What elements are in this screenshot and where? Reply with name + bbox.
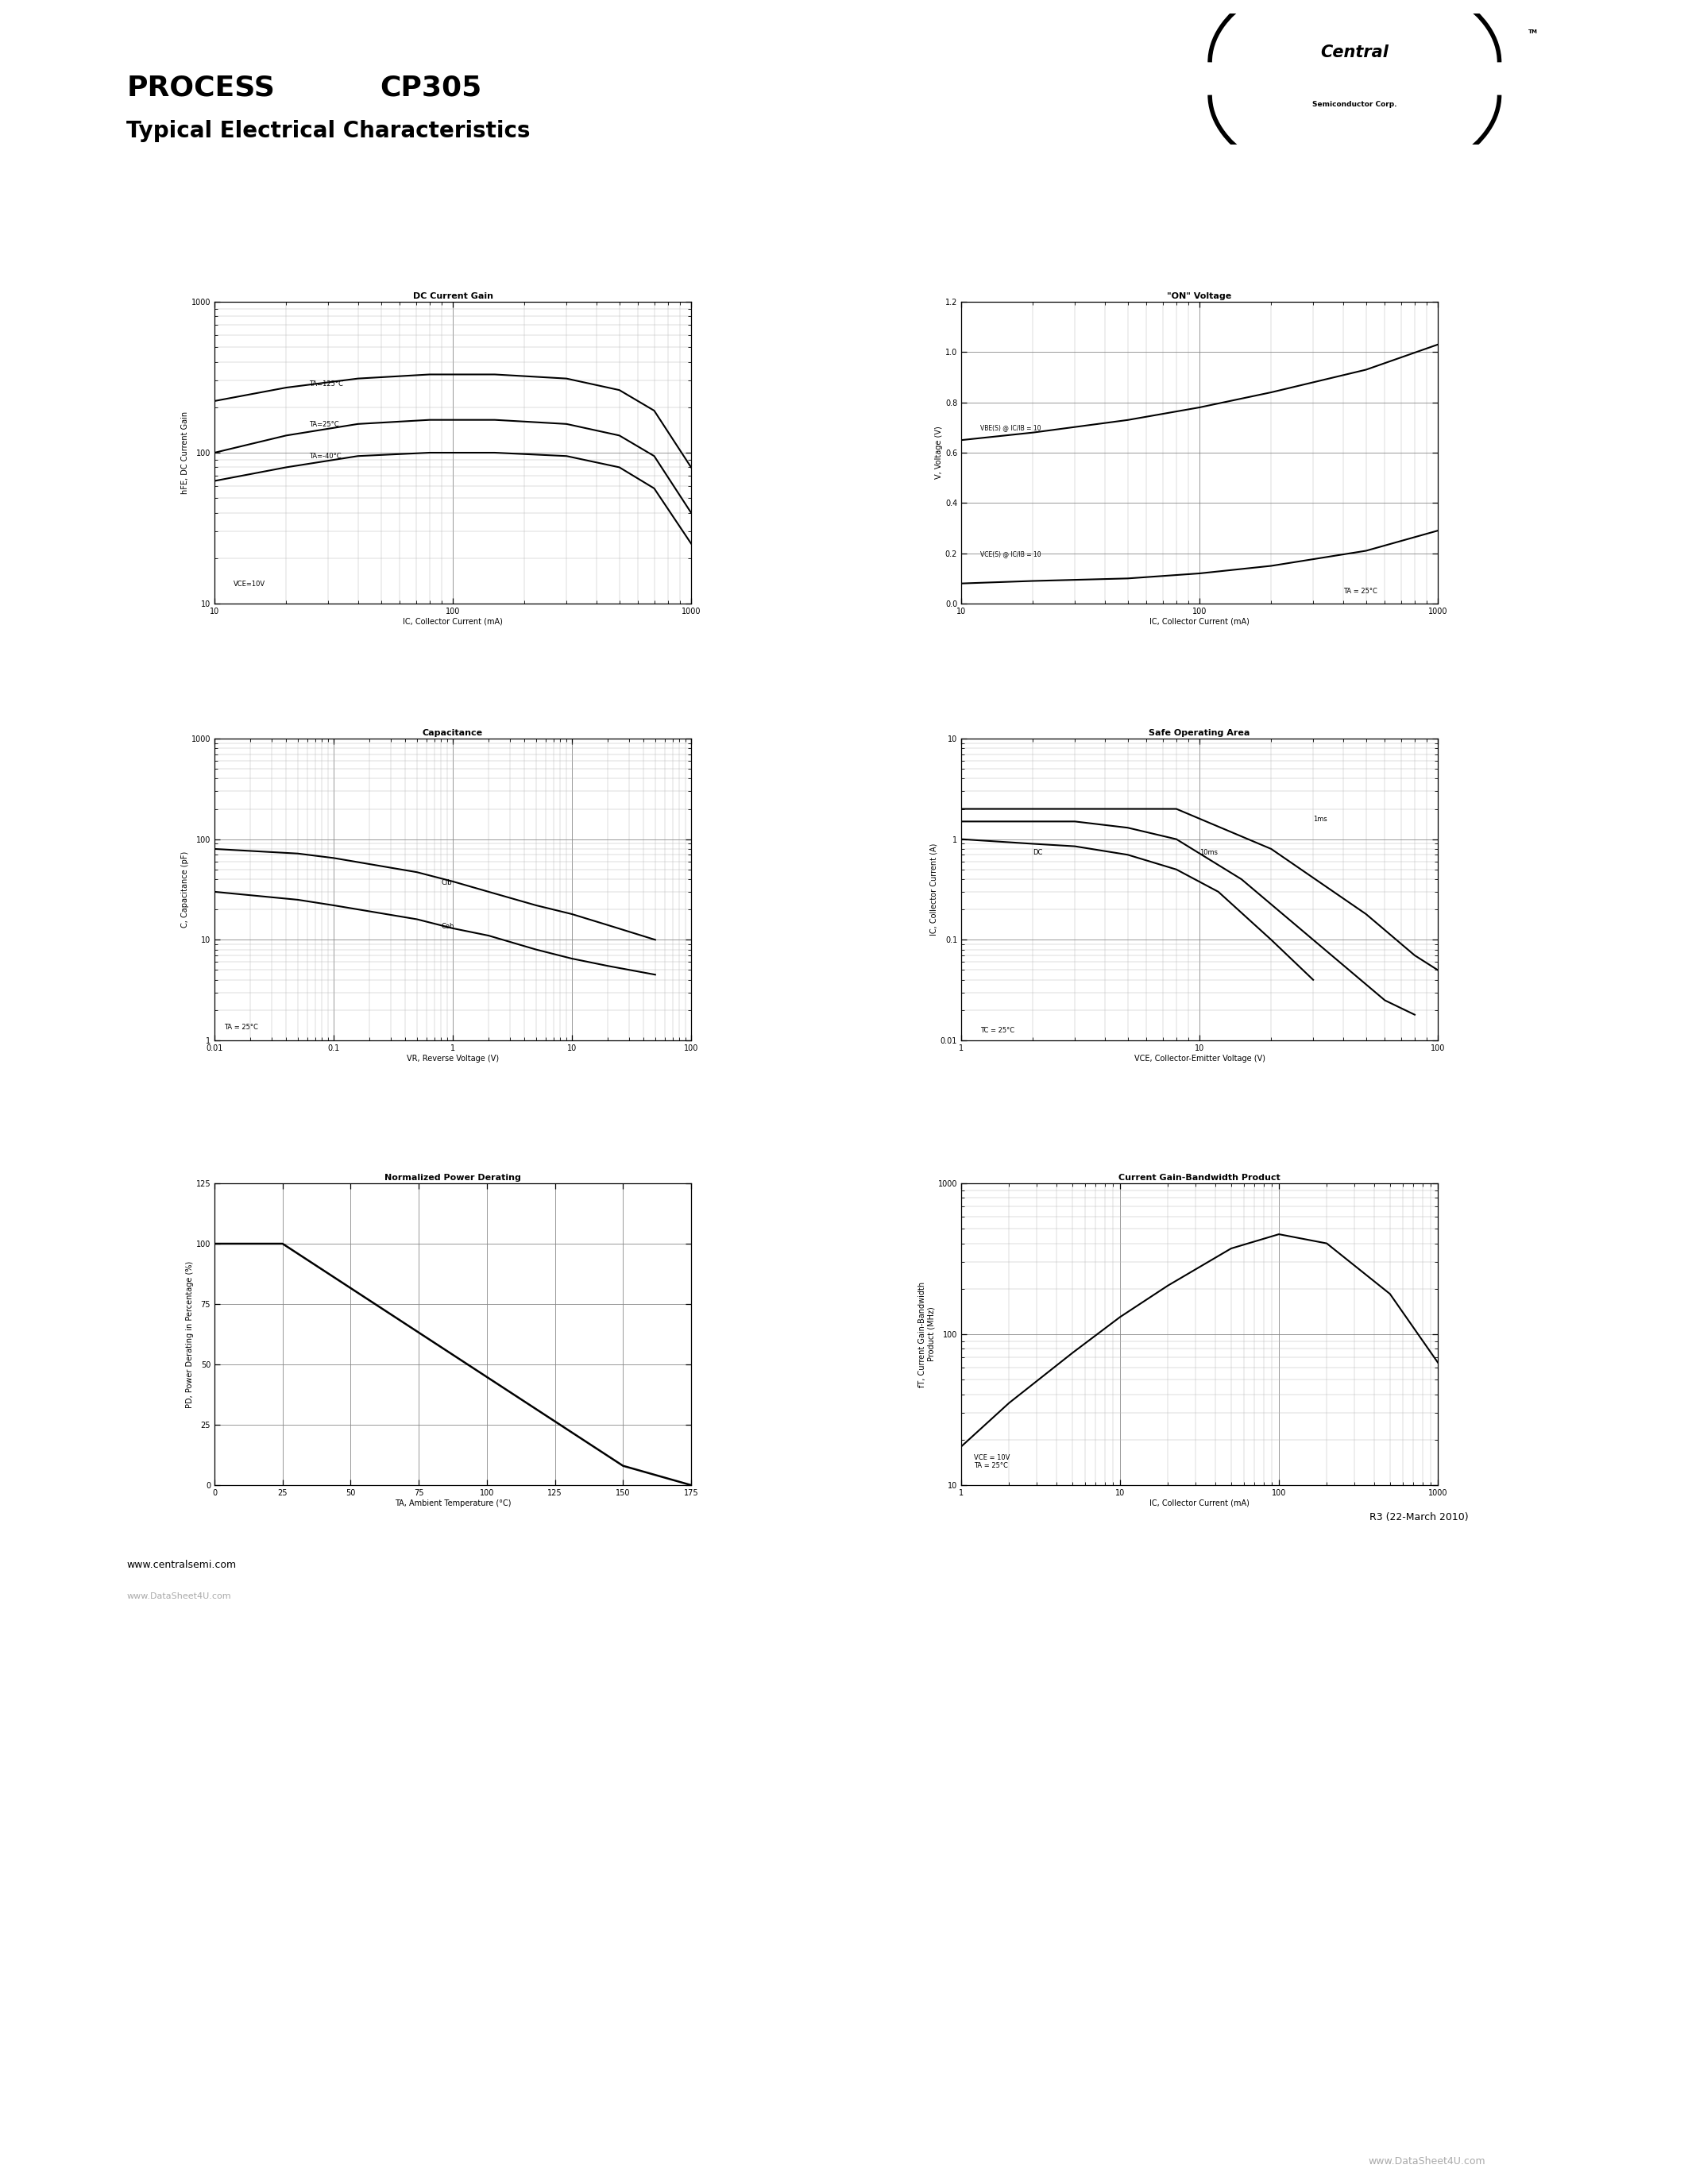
Text: www.DataSheet4U.com: www.DataSheet4U.com xyxy=(127,1592,231,1601)
Text: Typical Electrical Characteristics: Typical Electrical Characteristics xyxy=(127,120,530,142)
Text: www.centralsemi.com: www.centralsemi.com xyxy=(127,1559,236,1570)
Y-axis label: fT, Current Gain-Bandwidth
Product (MHz): fT, Current Gain-Bandwidth Product (MHz) xyxy=(918,1282,935,1387)
X-axis label: IC, Collector Current (mA): IC, Collector Current (mA) xyxy=(403,618,503,625)
Text: TA=-40°C: TA=-40°C xyxy=(309,452,341,459)
X-axis label: VR, Reverse Voltage (V): VR, Reverse Voltage (V) xyxy=(407,1055,500,1061)
Text: TA = 25°C: TA = 25°C xyxy=(225,1024,258,1031)
Y-axis label: C, Capacitance (pF): C, Capacitance (pF) xyxy=(181,852,189,928)
Y-axis label: V, Voltage (V): V, Voltage (V) xyxy=(935,426,944,478)
Title: Normalized Power Derating: Normalized Power Derating xyxy=(385,1173,522,1182)
Text: VBE(S) @ IC/IB = 10: VBE(S) @ IC/IB = 10 xyxy=(981,424,1041,432)
Text: R3 (22-March 2010): R3 (22-March 2010) xyxy=(1369,1511,1469,1522)
Y-axis label: PD, Power Derating in Percentage (%): PD, Power Derating in Percentage (%) xyxy=(186,1260,194,1409)
Text: 1ms: 1ms xyxy=(1313,817,1327,823)
Text: TC = 25°C: TC = 25°C xyxy=(981,1026,1014,1033)
Text: Cib: Cib xyxy=(441,880,452,887)
Text: VCE=10V: VCE=10V xyxy=(233,581,265,587)
Text: VCE = 10V
TA = 25°C: VCE = 10V TA = 25°C xyxy=(974,1455,1009,1470)
Text: TA=25°C: TA=25°C xyxy=(309,422,339,428)
Title: DC Current Gain: DC Current Gain xyxy=(412,293,493,299)
Y-axis label: hFE, DC Current Gain: hFE, DC Current Gain xyxy=(181,411,189,494)
Text: TM: TM xyxy=(1528,31,1538,35)
Text: PROCESS: PROCESS xyxy=(127,74,275,100)
Text: CP305: CP305 xyxy=(380,74,481,100)
Text: 10ms: 10ms xyxy=(1200,850,1217,856)
Text: VCE(S) @ IC/IB = 10: VCE(S) @ IC/IB = 10 xyxy=(981,550,1041,557)
Text: Semiconductor Corp.: Semiconductor Corp. xyxy=(1312,100,1398,109)
Title: Current Gain-Bandwidth Product: Current Gain-Bandwidth Product xyxy=(1119,1173,1281,1182)
X-axis label: TA, Ambient Temperature (°C): TA, Ambient Temperature (°C) xyxy=(395,1498,511,1507)
Text: Cob: Cob xyxy=(441,924,454,930)
Text: TA = 25°C: TA = 25°C xyxy=(1344,587,1377,594)
Text: www.DataSheet4U.com: www.DataSheet4U.com xyxy=(1369,2156,1485,2167)
Text: DC: DC xyxy=(1033,850,1043,856)
Text: Central: Central xyxy=(1320,44,1389,61)
X-axis label: VCE, Collector-Emitter Voltage (V): VCE, Collector-Emitter Voltage (V) xyxy=(1134,1055,1264,1061)
Title: Safe Operating Area: Safe Operating Area xyxy=(1150,729,1251,736)
Title: Capacitance: Capacitance xyxy=(422,729,483,736)
Y-axis label: IC, Collector Current (A): IC, Collector Current (A) xyxy=(930,843,939,935)
X-axis label: IC, Collector Current (mA): IC, Collector Current (mA) xyxy=(1150,618,1249,625)
Text: TA=125°C: TA=125°C xyxy=(309,380,343,387)
Title: "ON" Voltage: "ON" Voltage xyxy=(1166,293,1232,299)
X-axis label: IC, Collector Current (mA): IC, Collector Current (mA) xyxy=(1150,1498,1249,1507)
